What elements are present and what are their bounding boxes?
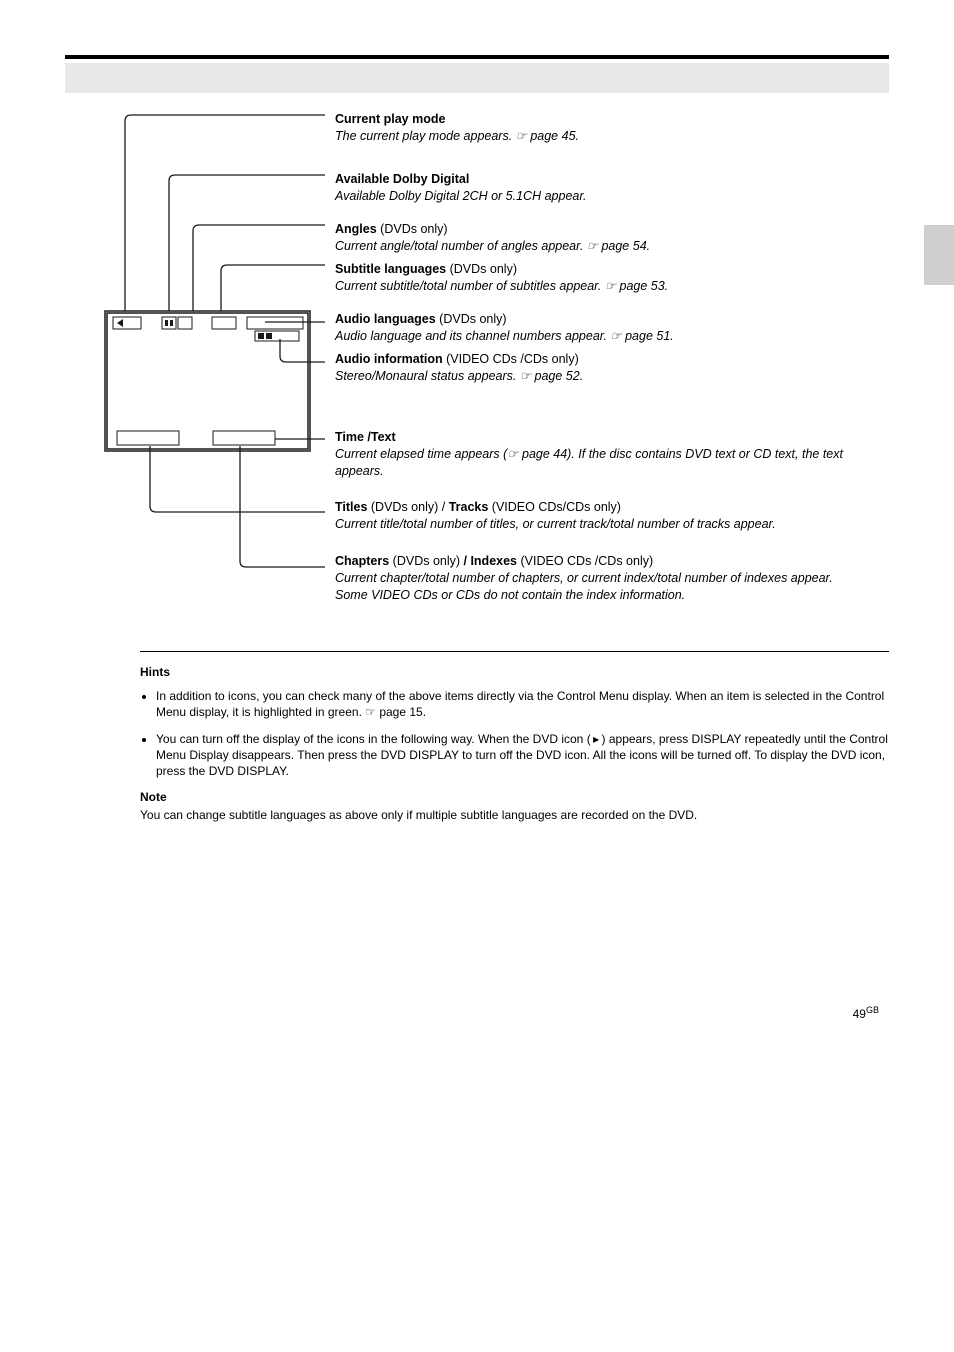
callout-sub: (DVDs only) / (367, 500, 448, 514)
callout-hint: Current title/total number of titles, or… (335, 517, 776, 531)
callout-hint: Current angle/total number of angles app… (335, 239, 650, 253)
hints-heading: Hints (140, 664, 170, 680)
header-band (65, 63, 889, 93)
callout-title: Current play mode (335, 112, 445, 126)
callout-time-text: Time /Text Current elapsed time appears … (335, 429, 855, 480)
callout-hint: Current subtitle/total number of subtitl… (335, 279, 668, 293)
page-number: 49 (853, 1007, 866, 1021)
page-top-rule (65, 55, 889, 59)
callout-audio-languages: Audio languages (DVDs only) Audio langua… (335, 311, 674, 345)
note-heading: Note (140, 789, 889, 805)
callout-title: Audio languages (335, 312, 436, 326)
callout-sub: (DVDs only) (377, 222, 448, 236)
callout-title-2: Tracks (449, 500, 489, 514)
callout-sub: (VIDEO CDs /CDs only) (443, 352, 579, 366)
callout-title-2: / Indexes (460, 554, 517, 568)
note-body: You can change subtitle languages as abo… (140, 807, 889, 823)
callout-titles-tracks: Titles (DVDs only) / Tracks (VIDEO CDs/C… (335, 499, 776, 533)
hints-section: Hints In addition to icons, you can chec… (140, 664, 889, 824)
osd-diagram-area: Current play mode The current play mode … (65, 111, 889, 631)
callout-sub: (DVDs only) (389, 554, 460, 568)
hints-list: In addition to icons, you can check many… (140, 688, 889, 779)
callout-audio-info: Audio information (VIDEO CDs /CDs only) … (335, 351, 583, 385)
callout-subtitles: Subtitle languages (DVDs only) Current s… (335, 261, 668, 295)
hint-item: You can turn off the display of the icon… (156, 731, 889, 780)
callout-title: Subtitle languages (335, 262, 446, 276)
callout-angles: Angles (DVDs only) Current angle/total n… (335, 221, 650, 255)
callout-hint: Available Dolby Digital 2CH or 5.1CH app… (335, 189, 587, 203)
callout-title: Chapters (335, 554, 389, 568)
page-number-lang: GB (866, 1005, 879, 1015)
callout-sub-2: (VIDEO CDs/CDs only) (488, 500, 621, 514)
osd-diagram (65, 111, 325, 631)
callout-title: Audio information (335, 352, 443, 366)
hint-item: In addition to icons, you can check many… (156, 688, 889, 720)
callout-chapters-indexes: Chapters (DVDs only) / Indexes (VIDEO CD… (335, 553, 855, 604)
callout-hint: The current play mode appears. ☞ page 45… (335, 129, 579, 143)
callout-dolby: Available Dolby Digital Available Dolby … (335, 171, 587, 205)
callout-play-mode: Current play mode The current play mode … (335, 111, 579, 145)
callout-sub-2: (VIDEO CDs /CDs only) (517, 554, 653, 568)
callout-title: Angles (335, 222, 377, 236)
callout-hint: Stereo/Monaural status appears. ☞ page 5… (335, 369, 583, 383)
callout-title: Titles (335, 500, 367, 514)
side-tab (924, 225, 954, 285)
section-divider (140, 651, 889, 652)
callout-hint: Current chapter/total number of chapters… (335, 571, 833, 602)
callout-sub: (DVDs only) (446, 262, 517, 276)
callout-sub: (DVDs only) (436, 312, 507, 326)
callout-title: Available Dolby Digital (335, 172, 469, 186)
callout-title: Time /Text (335, 430, 396, 444)
page-footer: 49GB (65, 1004, 889, 1022)
callout-hint: Audio language and its channel numbers a… (335, 329, 674, 343)
callout-hint: Current elapsed time appears (☞ page 44)… (335, 447, 843, 478)
